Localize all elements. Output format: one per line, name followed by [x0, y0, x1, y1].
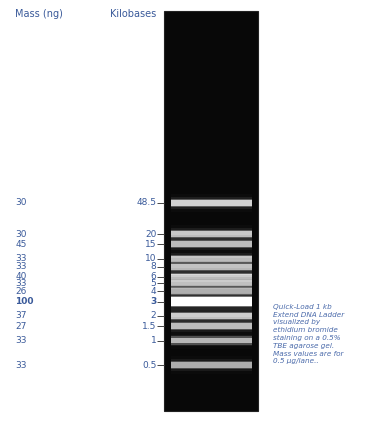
Text: 15: 15 — [145, 240, 156, 249]
Bar — [170, 197, 252, 208]
Text: 4: 4 — [151, 287, 156, 296]
Bar — [170, 310, 252, 322]
Bar — [170, 250, 252, 268]
Bar — [170, 198, 252, 207]
Bar — [170, 200, 252, 206]
Text: 33: 33 — [15, 336, 27, 345]
Bar — [170, 338, 252, 344]
Bar — [170, 280, 252, 286]
Bar — [170, 287, 252, 295]
Text: Mass (ng): Mass (ng) — [15, 9, 63, 19]
Bar — [170, 273, 252, 281]
Bar — [170, 225, 252, 243]
Bar — [170, 332, 252, 349]
Bar — [170, 230, 252, 238]
Text: 37: 37 — [15, 311, 27, 320]
Bar — [170, 356, 252, 374]
Bar — [170, 228, 252, 240]
Bar — [170, 238, 252, 250]
Text: 2: 2 — [151, 311, 156, 320]
Text: 8: 8 — [151, 262, 156, 271]
Bar — [170, 285, 252, 297]
Bar — [170, 359, 252, 371]
Text: 45: 45 — [15, 240, 26, 249]
Bar — [170, 282, 252, 300]
Bar — [170, 256, 252, 262]
Bar — [164, 11, 258, 411]
Bar — [170, 274, 252, 280]
Text: Quick-Load 1 kb
Extend DNA Ladder
visualized by
ethidium bromide
staining on a 0: Quick-Load 1 kb Extend DNA Ladder visual… — [273, 304, 345, 364]
Bar — [170, 307, 252, 325]
Text: 1: 1 — [151, 336, 156, 345]
Bar — [170, 323, 252, 329]
Bar — [170, 297, 252, 306]
Bar — [170, 336, 252, 345]
Text: 10: 10 — [145, 254, 156, 263]
Text: 33: 33 — [15, 279, 27, 288]
Bar — [170, 254, 252, 263]
Bar — [170, 279, 252, 287]
Bar — [170, 241, 252, 247]
Text: 26: 26 — [15, 287, 26, 296]
Bar — [170, 322, 252, 330]
Bar — [170, 313, 252, 319]
Text: 33: 33 — [15, 254, 27, 263]
Text: 27: 27 — [15, 322, 26, 330]
Bar — [170, 289, 252, 314]
Bar — [170, 240, 252, 249]
Bar — [170, 362, 252, 368]
Text: 20: 20 — [145, 230, 156, 238]
Text: 100: 100 — [15, 297, 34, 306]
Text: 6: 6 — [151, 272, 156, 281]
Bar — [170, 274, 252, 292]
Bar — [170, 258, 252, 276]
Bar — [170, 235, 252, 253]
Text: Kilobases: Kilobases — [110, 9, 156, 19]
Text: 3: 3 — [150, 297, 156, 306]
Text: 30: 30 — [15, 198, 27, 207]
Text: 48.5: 48.5 — [136, 198, 156, 207]
Text: 30: 30 — [15, 230, 27, 238]
Text: 1.5: 1.5 — [142, 322, 156, 330]
Text: 0.5: 0.5 — [142, 361, 156, 370]
Bar — [170, 194, 252, 211]
Text: 40: 40 — [15, 272, 26, 281]
Bar — [170, 277, 252, 289]
Bar — [170, 361, 252, 369]
Bar — [170, 231, 252, 237]
Bar — [170, 288, 252, 294]
Bar — [170, 253, 252, 265]
Bar — [170, 320, 252, 332]
Bar — [170, 293, 252, 310]
Text: 33: 33 — [15, 361, 27, 370]
Bar — [170, 271, 252, 283]
Bar — [170, 295, 252, 307]
Bar — [170, 261, 252, 273]
Bar — [170, 317, 252, 335]
Bar — [170, 264, 252, 270]
Bar — [170, 335, 252, 346]
Bar — [170, 312, 252, 320]
Text: 33: 33 — [15, 262, 27, 271]
Text: 5: 5 — [151, 279, 156, 288]
Bar — [170, 268, 252, 286]
Bar — [170, 262, 252, 271]
